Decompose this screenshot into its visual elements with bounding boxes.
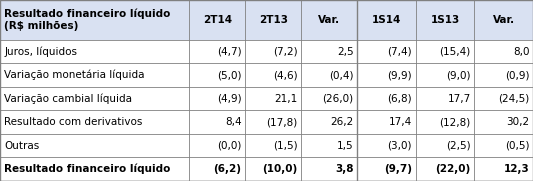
Text: (15,4): (15,4) — [439, 47, 471, 57]
Text: 21,1: 21,1 — [274, 94, 297, 104]
Bar — [0, 40, 533, 63]
Text: Variação cambial líquida: Variação cambial líquida — [4, 93, 132, 104]
Text: (4,9): (4,9) — [217, 94, 241, 104]
Text: (12,8): (12,8) — [439, 117, 471, 127]
Text: (22,0): (22,0) — [435, 164, 471, 174]
Text: (17,8): (17,8) — [266, 117, 297, 127]
Text: (6,2): (6,2) — [213, 164, 241, 174]
Text: 2T14: 2T14 — [203, 15, 232, 25]
Text: 2T13: 2T13 — [259, 15, 288, 25]
Text: Resultado financeiro líquido
(R$ milhões): Resultado financeiro líquido (R$ milhões… — [4, 9, 171, 31]
Text: Outras: Outras — [4, 141, 39, 151]
Text: (3,0): (3,0) — [387, 141, 412, 151]
Text: Variação monetária líquida: Variação monetária líquida — [4, 70, 145, 80]
Text: 2,5: 2,5 — [337, 47, 353, 57]
Text: (4,6): (4,6) — [273, 70, 297, 80]
Text: 3,8: 3,8 — [335, 164, 353, 174]
Bar — [0, 63, 533, 87]
Bar — [0, 110, 533, 134]
Text: (0,5): (0,5) — [505, 141, 529, 151]
Text: (24,5): (24,5) — [498, 94, 529, 104]
Text: Resultado com derivativos: Resultado com derivativos — [4, 117, 143, 127]
Bar — [0, 157, 533, 181]
Bar — [0, 0, 533, 40]
Text: Var.: Var. — [318, 15, 340, 25]
Text: (6,8): (6,8) — [387, 94, 412, 104]
Text: (5,0): (5,0) — [217, 70, 241, 80]
Text: (0,0): (0,0) — [217, 141, 241, 151]
Text: (0,9): (0,9) — [505, 70, 529, 80]
Text: (9,9): (9,9) — [387, 70, 412, 80]
Text: (10,0): (10,0) — [262, 164, 297, 174]
Text: 8,0: 8,0 — [513, 47, 529, 57]
Bar — [0, 134, 533, 157]
Text: (2,5): (2,5) — [446, 141, 471, 151]
Bar — [0, 87, 533, 110]
Text: (9,0): (9,0) — [446, 70, 471, 80]
Text: Var.: Var. — [492, 15, 515, 25]
Text: Juros, líquidos: Juros, líquidos — [4, 46, 77, 57]
Text: 30,2: 30,2 — [506, 117, 529, 127]
Text: Resultado financeiro líquido: Resultado financeiro líquido — [4, 164, 171, 174]
Text: 26,2: 26,2 — [330, 117, 353, 127]
Text: 1,5: 1,5 — [337, 141, 353, 151]
Text: (7,2): (7,2) — [273, 47, 297, 57]
Text: (26,0): (26,0) — [322, 94, 353, 104]
Text: (1,5): (1,5) — [273, 141, 297, 151]
Text: (4,7): (4,7) — [217, 47, 241, 57]
Text: (9,7): (9,7) — [384, 164, 412, 174]
Text: 1S13: 1S13 — [431, 15, 459, 25]
Text: 12,3: 12,3 — [504, 164, 529, 174]
Text: 17,7: 17,7 — [447, 94, 471, 104]
Text: 8,4: 8,4 — [225, 117, 241, 127]
Text: 1S14: 1S14 — [372, 15, 401, 25]
Text: (0,4): (0,4) — [329, 70, 353, 80]
Text: 17,4: 17,4 — [389, 117, 412, 127]
Text: (7,4): (7,4) — [387, 47, 412, 57]
